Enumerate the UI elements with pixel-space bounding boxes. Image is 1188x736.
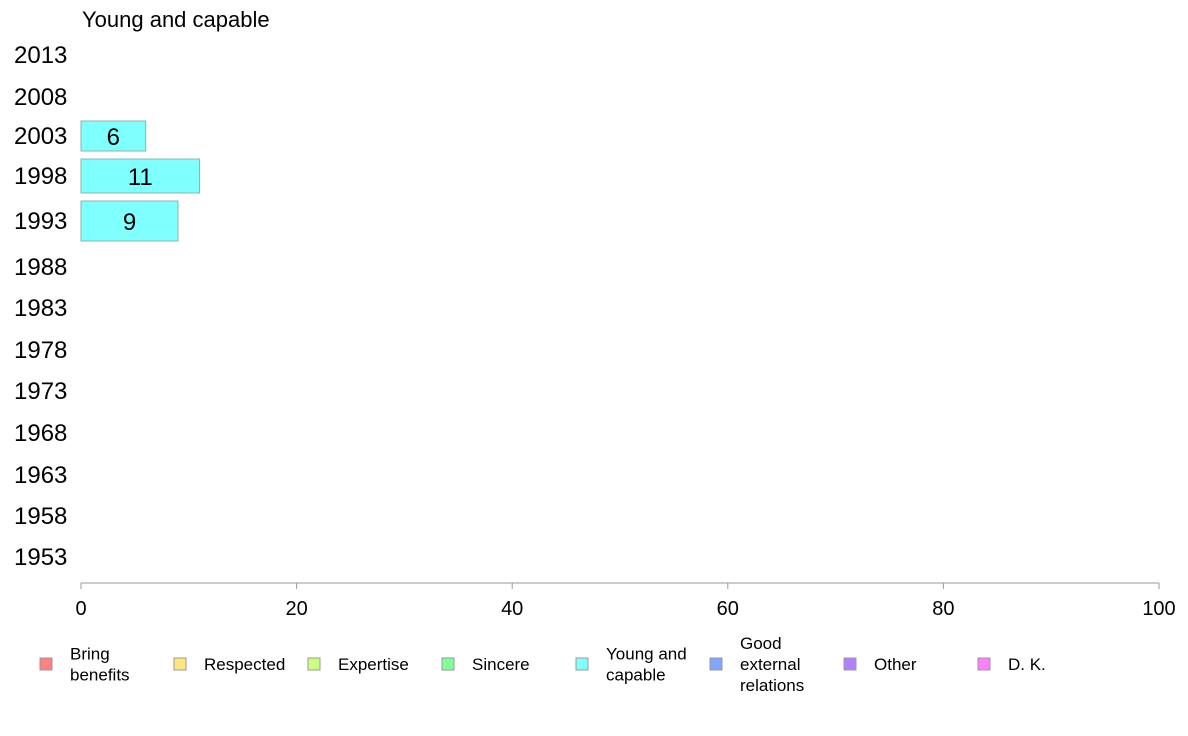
bar: [80, 158, 201, 194]
bars: 6 11 9: [80, 120, 201, 242]
legend-label: Young and capable: [606, 645, 687, 685]
legend-swatch: [709, 657, 723, 671]
category-label: 1953: [14, 544, 67, 571]
category-label: 1958: [14, 503, 67, 530]
category-label: 1973: [14, 378, 67, 405]
legend-swatch: [843, 657, 857, 671]
x-tick-label: 0: [75, 598, 86, 620]
x-tick-label: 20: [285, 598, 307, 620]
x-axis: 0 20 40 60 80 100: [75, 582, 1176, 620]
legend-label: Other: [874, 655, 917, 674]
legend-label: D. K.: [1008, 655, 1046, 674]
category-label: 2013: [14, 42, 67, 69]
category-label: 1993: [14, 208, 67, 235]
chart-title: Young and capable: [82, 7, 270, 32]
legend-swatch: [977, 657, 991, 671]
x-tick-label: 40: [501, 598, 523, 620]
category-labels: 2013 2008 2003 1998 1993 1988 1983 1978 1973 1968…: [14, 42, 67, 571]
legend-swatch: [307, 657, 321, 671]
bar: [80, 120, 147, 152]
x-tick-label: 80: [932, 598, 954, 620]
category-label: 2003: [14, 123, 67, 150]
legend-label: Respected: [204, 655, 285, 674]
legend-label: Bring benefits: [70, 645, 130, 685]
data-label: 9: [123, 209, 136, 236]
legend-swatch: [441, 657, 455, 671]
category-label: 1963: [14, 462, 67, 489]
x-tick-label: 100: [1142, 598, 1175, 620]
category-label: 2008: [14, 84, 67, 111]
bar: [80, 200, 179, 242]
category-label: 1968: [14, 420, 67, 447]
x-tick-label: 60: [717, 598, 739, 620]
legend: Bring benefits Respected Expertise Sincere Yo…: [39, 634, 1046, 695]
legend-swatch: [173, 657, 187, 671]
category-label: 1978: [14, 337, 67, 364]
legend-swatch: [39, 657, 53, 671]
data-label: 6: [107, 124, 120, 151]
legend-swatch: [575, 657, 589, 671]
legend-label: Expertise: [338, 655, 409, 674]
data-label: 11: [128, 164, 153, 191]
legend-label: Good external relations: [740, 634, 804, 695]
category-label: 1998: [14, 163, 67, 190]
category-label: 1988: [14, 254, 67, 281]
category-label: 1983: [14, 295, 67, 322]
legend-label: Sincere: [472, 655, 530, 674]
